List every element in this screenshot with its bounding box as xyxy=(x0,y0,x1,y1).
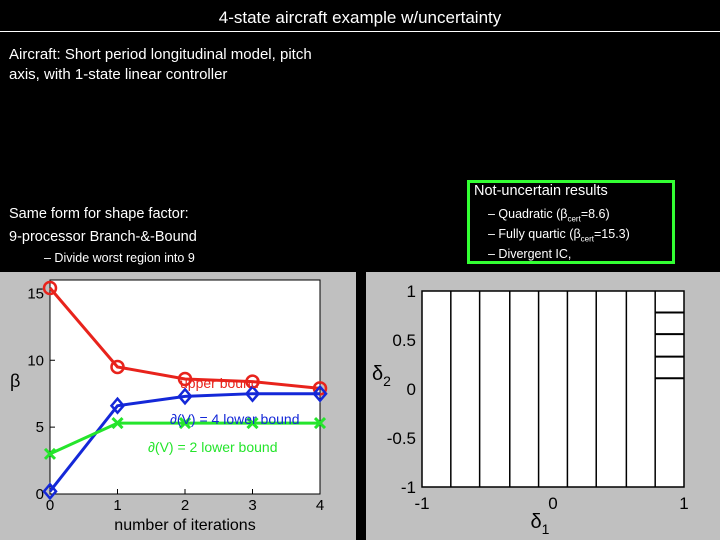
legend-lower-bound-4: ∂(V) = 4 lower bound xyxy=(170,411,300,427)
data-point-upper xyxy=(177,371,193,387)
form-bullet: – Divide worst region into 9 xyxy=(44,251,195,265)
results-item-prefix: – Fully quartic ( xyxy=(488,227,574,241)
title-divider xyxy=(0,31,720,32)
form-line-1: Same form for shape factor: xyxy=(9,206,189,222)
y-tick-label: 15 xyxy=(27,285,44,302)
x-tick-label: 2 xyxy=(181,497,189,514)
y-tick-label: 0.5 xyxy=(392,331,416,350)
data-point-lower2 xyxy=(313,417,327,430)
cert-subscript: cert xyxy=(580,234,594,244)
legend-lower-bound-2: ∂(V) = 2 lower bound xyxy=(148,439,278,455)
partition-chart: 1 0.5 0 -0.5 -1-1 0 1 δ2 δ1 xyxy=(366,272,720,540)
x-tick-label: 0 xyxy=(548,494,557,513)
series-line-0 xyxy=(48,287,321,390)
data-point-lower2 xyxy=(246,417,259,430)
y-tick-label: 0 xyxy=(36,486,44,503)
x-tick-label: 3 xyxy=(248,497,256,514)
slide-title: 4-state aircraft example w/uncertainty xyxy=(218,8,502,27)
y-tick-label: -0.5 xyxy=(387,429,416,448)
legend-upper-bound: upper bound xyxy=(180,375,259,391)
results-item-value: =15.3) xyxy=(594,227,630,241)
beta-symbol: β xyxy=(573,227,581,241)
data-point-lower4 xyxy=(244,384,261,403)
y-tick-label: 1 xyxy=(407,282,416,301)
results-box: Not-uncertain results – Quadratic (βcert… xyxy=(467,180,675,264)
results-item-quartic: – Fully quartic (βcert=15.3) xyxy=(488,227,630,244)
results-item-value: =8.6) xyxy=(580,207,610,221)
y-tick-label: 5 xyxy=(36,419,44,436)
data-point-lower4 xyxy=(312,384,328,403)
partition-plot-area xyxy=(421,290,685,488)
x-tick-label: 4 xyxy=(316,497,324,514)
y-axis-label: δ2 xyxy=(372,363,391,389)
x-tick-label: 1 xyxy=(113,497,121,514)
y-tick-label: 0 xyxy=(407,380,416,399)
results-item-quadratic: – Quadratic (βcert=8.6) xyxy=(488,207,610,224)
x-axis-label: number of iterations xyxy=(114,517,255,534)
data-point-lower4 xyxy=(109,396,126,415)
beta-symbol: β xyxy=(560,207,568,221)
intro-line-2: axis, with 1-state linear controller xyxy=(9,66,228,83)
plot-area xyxy=(49,279,321,495)
data-point-lower2 xyxy=(178,417,192,430)
y-tick-label: 10 xyxy=(27,352,44,369)
results-box-title: Not-uncertain results xyxy=(474,183,608,199)
intro-line-1: Aircraft: Short period longitudinal mode… xyxy=(9,46,312,63)
y-tick-label: -1 xyxy=(401,478,416,497)
form-line-2: 9-processor Branch-&-Bound xyxy=(9,229,197,245)
data-point-upper xyxy=(42,280,58,296)
data-point-lower4 xyxy=(177,387,193,406)
results-item-divergent: – Divergent IC, xyxy=(488,247,571,261)
y-axis-label: β xyxy=(10,371,20,391)
data-point-lower2 xyxy=(43,447,57,460)
data-point-lower4 xyxy=(42,482,58,501)
cert-subscript: cert xyxy=(567,214,581,224)
results-item-prefix: – Divergent IC, xyxy=(488,247,572,261)
results-item-prefix: – Quadratic ( xyxy=(488,207,561,221)
x-tick-label: 0 xyxy=(46,497,54,514)
x-tick-label: -1 xyxy=(414,494,429,513)
data-point-lower2 xyxy=(111,417,124,430)
x-tick-label: 1 xyxy=(679,494,688,513)
bounds-chart: 0 1 2 3 4 0 5 10 15 β number of iterations upper… xyxy=(0,272,356,540)
data-point-upper xyxy=(110,359,125,375)
x-axis-label: δ1 xyxy=(531,511,550,537)
